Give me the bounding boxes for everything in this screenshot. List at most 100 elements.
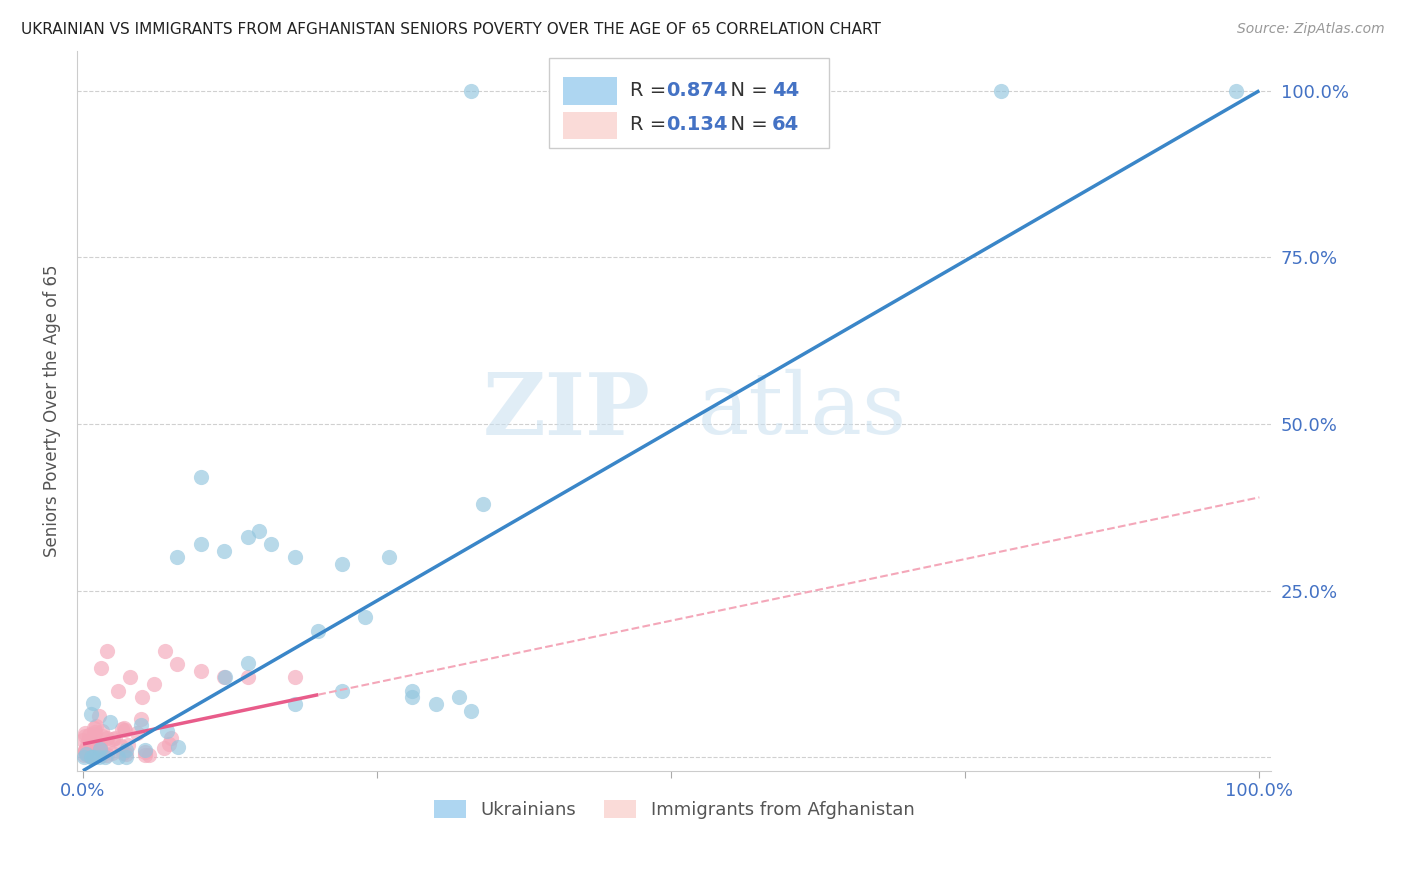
Point xyxy=(89,738,111,752)
Point xyxy=(138,747,160,762)
Point xyxy=(449,690,471,705)
Point xyxy=(72,733,94,747)
Point xyxy=(83,727,105,741)
Point xyxy=(96,643,118,657)
Point xyxy=(156,723,179,738)
Text: 44: 44 xyxy=(772,81,799,100)
Point xyxy=(425,697,447,711)
Point xyxy=(249,524,271,538)
Point xyxy=(86,719,108,733)
Point xyxy=(82,749,104,764)
Point xyxy=(100,746,122,760)
Point xyxy=(212,670,235,684)
Point xyxy=(96,737,118,751)
Point xyxy=(77,746,100,760)
Point xyxy=(77,739,100,754)
Point xyxy=(107,683,129,698)
Text: Source: ZipAtlas.com: Source: ZipAtlas.com xyxy=(1237,22,1385,37)
Point xyxy=(118,670,141,684)
Point xyxy=(307,624,329,638)
Point xyxy=(190,537,212,551)
Point xyxy=(155,643,177,657)
Point xyxy=(114,747,136,761)
Point xyxy=(111,746,134,760)
Point xyxy=(990,84,1012,98)
Point xyxy=(284,550,307,565)
Point xyxy=(401,690,423,705)
Point xyxy=(330,557,353,571)
Point xyxy=(354,610,377,624)
Point xyxy=(260,537,283,551)
Point xyxy=(112,721,135,735)
Point xyxy=(190,664,212,678)
Point xyxy=(153,740,176,755)
Point xyxy=(114,723,136,737)
Point xyxy=(89,741,111,756)
Point xyxy=(73,748,96,763)
Point xyxy=(96,747,118,762)
Point xyxy=(111,722,134,736)
Point xyxy=(75,744,97,758)
Point xyxy=(83,739,105,754)
Point xyxy=(80,707,103,722)
Point xyxy=(75,729,97,743)
Point xyxy=(134,747,156,762)
Point xyxy=(101,732,124,747)
Point xyxy=(166,550,188,565)
Text: 0.134: 0.134 xyxy=(665,115,727,135)
Point xyxy=(83,721,105,735)
Point xyxy=(98,714,121,729)
Point xyxy=(80,734,103,748)
Point xyxy=(157,737,180,751)
FancyBboxPatch shape xyxy=(548,58,830,148)
Point xyxy=(73,749,96,764)
Point xyxy=(87,708,110,723)
Point xyxy=(236,657,259,671)
Point xyxy=(131,690,153,705)
Legend: Ukrainians, Immigrants from Afghanistan: Ukrainians, Immigrants from Afghanistan xyxy=(426,793,921,827)
Point xyxy=(75,747,97,761)
Text: 0.874: 0.874 xyxy=(665,81,727,100)
Point xyxy=(401,683,423,698)
Point xyxy=(115,749,138,764)
Point xyxy=(460,704,482,718)
Point xyxy=(134,746,156,760)
Text: 64: 64 xyxy=(772,115,799,135)
Point xyxy=(76,738,98,752)
Text: R =: R = xyxy=(630,81,672,100)
Point xyxy=(90,729,112,743)
Text: UKRAINIAN VS IMMIGRANTS FROM AFGHANISTAN SENIORS POVERTY OVER THE AGE OF 65 CORR: UKRAINIAN VS IMMIGRANTS FROM AFGHANISTAN… xyxy=(21,22,882,37)
Point xyxy=(125,726,148,740)
Point xyxy=(82,696,104,710)
Point xyxy=(79,739,101,754)
Point xyxy=(76,747,98,762)
Point xyxy=(77,728,100,742)
Point xyxy=(117,738,139,752)
Text: N =: N = xyxy=(718,115,775,135)
Point xyxy=(79,749,101,764)
Point xyxy=(89,742,111,756)
Point xyxy=(73,743,96,757)
Point xyxy=(134,743,156,757)
Point xyxy=(77,746,100,760)
Point xyxy=(84,725,107,739)
Point xyxy=(212,543,235,558)
Point xyxy=(190,470,212,484)
Point xyxy=(236,530,259,544)
Point xyxy=(77,734,100,748)
Y-axis label: Seniors Poverty Over the Age of 65: Seniors Poverty Over the Age of 65 xyxy=(44,264,60,557)
Point xyxy=(110,739,132,753)
Point xyxy=(142,677,165,691)
Point xyxy=(166,740,188,755)
Point xyxy=(129,712,152,726)
Text: R =: R = xyxy=(630,115,672,135)
Point xyxy=(96,731,118,745)
Text: ZIP: ZIP xyxy=(482,368,650,452)
Point xyxy=(129,718,152,732)
Point xyxy=(160,731,183,745)
Point xyxy=(214,670,236,684)
FancyBboxPatch shape xyxy=(562,78,617,104)
Text: atlas: atlas xyxy=(697,369,907,452)
Point xyxy=(87,744,110,758)
Point xyxy=(90,724,112,739)
